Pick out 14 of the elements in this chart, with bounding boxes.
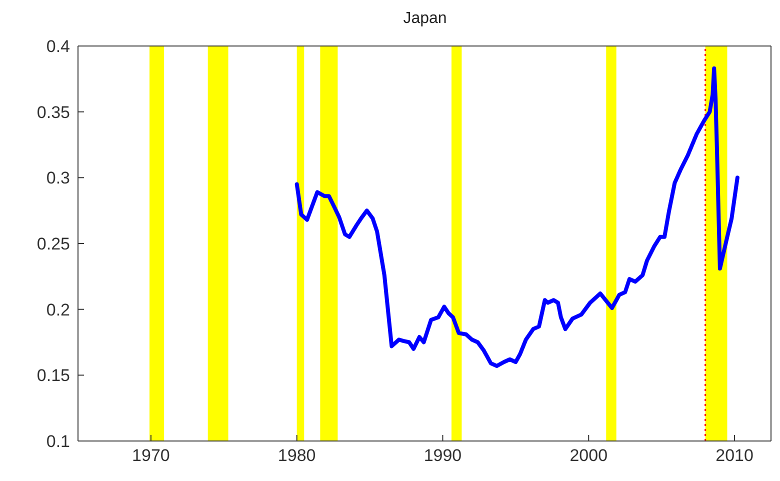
x-tick-label: 2010 (716, 446, 754, 466)
x-tick-label: 1980 (278, 446, 316, 466)
y-tick-label: 0.35 (36, 102, 70, 122)
x-tick-label: 1990 (424, 446, 462, 466)
y-tick-label: 0.1 (46, 432, 70, 452)
y-tick-label: 0.25 (36, 234, 70, 254)
line-series (294, 66, 740, 368)
chart-title: Japan (402, 9, 448, 29)
y-tick-label: 0.15 (36, 366, 70, 386)
y-tick-label: 0.2 (46, 300, 70, 320)
y-tick-label: 0.4 (46, 37, 70, 56)
x-tick-label: 1970 (132, 446, 170, 466)
x-tick-label: 2000 (570, 446, 608, 466)
y-tick-label: 0.3 (46, 168, 70, 188)
